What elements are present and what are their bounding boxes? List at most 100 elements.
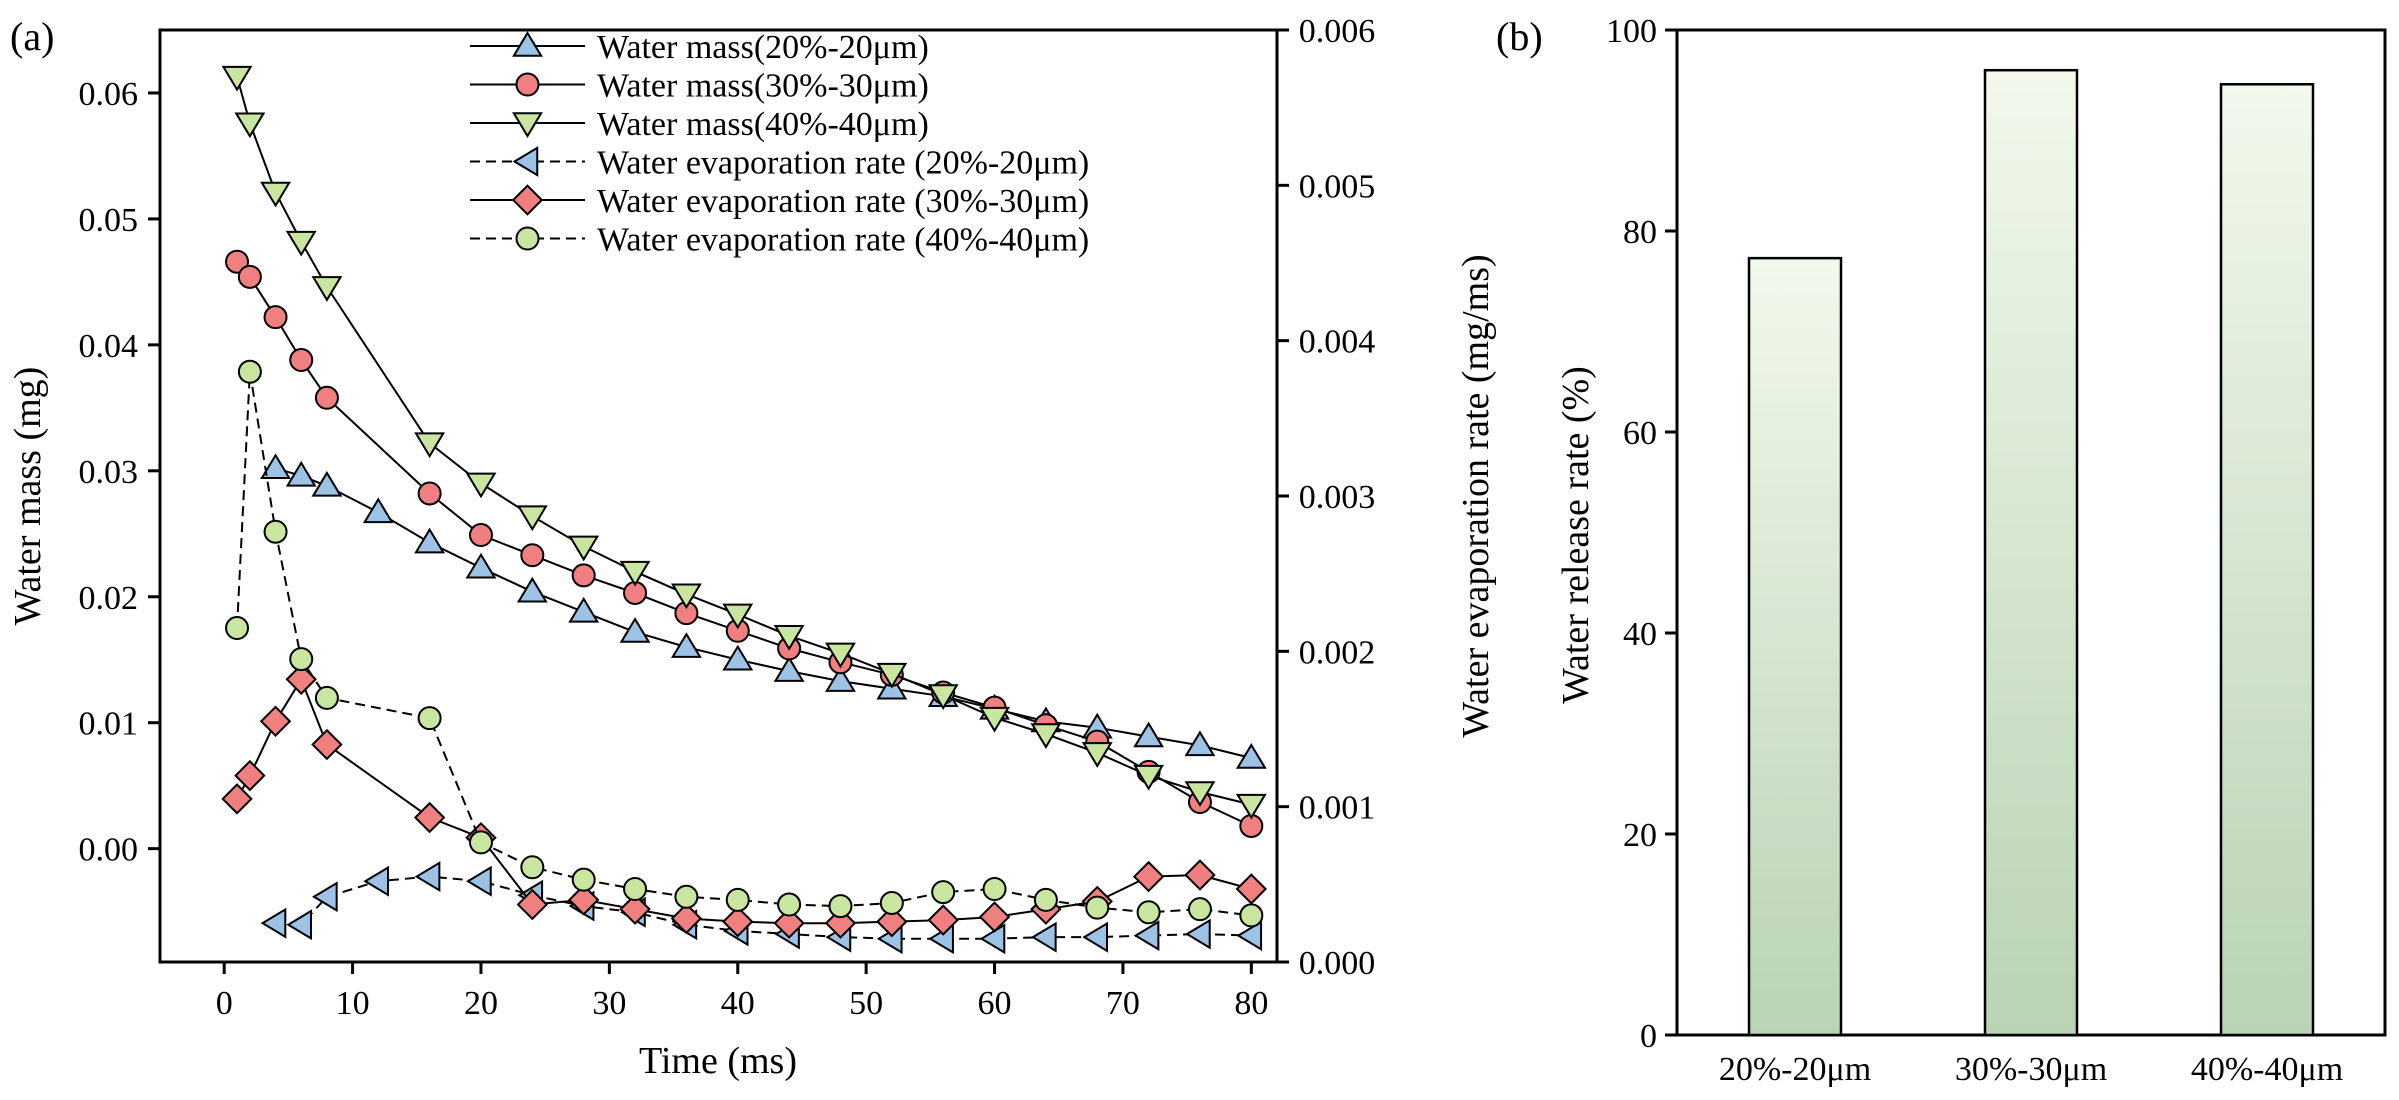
panel-b-y-axis: 0 20 40 60 80 100 — [1606, 13, 1677, 1055]
y-tick-label: 60 — [1623, 415, 1657, 452]
panel-a: (a) 0 10 20 30 40 50 60 70 80 0.000.010.020.030.… — [7, 13, 1497, 1082]
data-point — [619, 617, 651, 643]
data-point — [1185, 918, 1211, 950]
data-point — [285, 460, 317, 487]
data-point — [1184, 730, 1216, 757]
data-point — [465, 552, 497, 579]
x-tick-label: 40%-40μm — [2191, 1051, 2343, 1088]
data-point — [286, 909, 312, 941]
panel-a-y-axis: 0.00 0.01 0.02 0.03 0.04 0.05 0.06 — [79, 76, 160, 869]
panel-a-y2-label: Water evaporation rate (mg/ms) — [1455, 254, 1497, 737]
series-water-evaporation-rate-20-20-m — [260, 861, 1263, 955]
data-point — [567, 884, 600, 916]
data-point — [931, 880, 956, 905]
data-point — [1132, 860, 1165, 893]
legend-marker — [511, 184, 544, 216]
legend-entry: Water evaporation rate (20%-20μm) — [470, 145, 1089, 182]
x-tick-label: 30 — [592, 985, 626, 1022]
data-point — [824, 907, 857, 939]
data-point — [722, 644, 754, 671]
data-point — [1236, 920, 1263, 952]
data-point — [1133, 721, 1165, 748]
x-tick-label: 10 — [336, 985, 370, 1022]
data-point — [311, 470, 343, 497]
data-point — [311, 276, 343, 302]
data-point — [263, 305, 288, 330]
x-tick-label: 20 — [464, 985, 498, 1022]
data-point — [978, 901, 1011, 933]
data-point — [221, 783, 253, 815]
legend-marker — [512, 31, 543, 57]
data-point — [619, 893, 651, 925]
data-point — [314, 685, 339, 710]
data-point — [417, 481, 442, 506]
data-point — [263, 519, 288, 544]
legend-marker — [515, 72, 540, 97]
data-point — [1184, 781, 1216, 807]
legend-label: Water evaporation rate (40%-40μm) — [597, 222, 1089, 259]
x-tick-label: 80 — [1234, 985, 1268, 1022]
x-tick-label: 30%-30μm — [1955, 1051, 2107, 1088]
panel-b-y-label: Water release rate (%) — [1555, 366, 1597, 704]
data-point — [1085, 895, 1110, 920]
y-tick-label: 0.00 — [79, 832, 139, 869]
data-point — [773, 625, 805, 651]
data-point — [468, 523, 493, 548]
panel-a-legend: Water mass(20%-20μm)Water mass(30%-30μm)… — [470, 29, 1089, 259]
legend-label: Water evaporation rate (30%-30μm) — [597, 183, 1089, 220]
legend-marker — [512, 146, 539, 177]
legend-marker — [515, 226, 540, 251]
x-tick-label: 50 — [849, 985, 883, 1022]
series-water-evaporation-rate-40-40-m — [225, 359, 1264, 928]
legend-label: Water mass(20%-20μm) — [597, 29, 929, 66]
data-point — [314, 385, 339, 410]
data-point — [670, 902, 703, 935]
data-point — [259, 705, 292, 737]
data-point — [516, 888, 549, 921]
data-point — [414, 432, 446, 459]
data-point — [722, 603, 754, 630]
bar-40-40-m — [2219, 83, 2315, 1037]
data-point — [1133, 764, 1165, 791]
x-tick-label: 20%-20μm — [1719, 1051, 1871, 1088]
data-point — [876, 662, 908, 689]
data-point — [828, 894, 853, 919]
data-point — [725, 887, 750, 912]
panel-b-label: (b) — [1496, 14, 1543, 59]
data-point — [466, 865, 492, 897]
data-point — [773, 656, 805, 682]
legend-label: Water evaporation rate (20%-20μm) — [597, 145, 1089, 182]
legend-label: Water mass(30%-30μm) — [597, 68, 929, 105]
data-point — [520, 543, 545, 568]
y2-tick-label: 0.003 — [1299, 479, 1376, 516]
data-point — [221, 65, 253, 92]
data-point — [311, 728, 343, 761]
y-tick-label: 0.03 — [79, 454, 139, 491]
data-point — [1239, 903, 1264, 928]
data-point — [414, 861, 441, 892]
y2-tick-label: 0.004 — [1299, 324, 1376, 361]
bar-30-30-m — [1983, 68, 2079, 1037]
data-point — [414, 527, 446, 554]
y-tick-label: 0.02 — [79, 580, 139, 617]
data-point — [825, 666, 856, 692]
panel-b: (b) 0 20 40 60 80 100 20%-20μm 30%-30μm 40%-40μ… — [1496, 13, 2387, 1088]
data-point — [670, 583, 702, 610]
panel-a-label: (a) — [10, 14, 54, 59]
data-point — [363, 865, 390, 897]
y2-tick-label: 0.002 — [1299, 634, 1376, 671]
y-tick-label: 0 — [1640, 1018, 1657, 1055]
data-point — [568, 596, 600, 623]
data-point — [773, 907, 805, 939]
series-line — [236, 371, 1252, 917]
y-tick-label: 40 — [1623, 616, 1657, 653]
y2-tick-label: 0.001 — [1299, 790, 1376, 827]
y2-tick-label: 0.000 — [1299, 945, 1376, 982]
x-tick-label: 70 — [1106, 985, 1140, 1022]
panel-a-series — [221, 65, 1268, 955]
data-point — [927, 684, 959, 710]
panel-b-x-axis: 20%-20μm 30%-30μm 40%-40μm — [1719, 1051, 2343, 1088]
data-point — [979, 706, 1010, 733]
panel-a-x-label: Time (ms) — [639, 1040, 797, 1082]
data-point — [413, 801, 446, 834]
